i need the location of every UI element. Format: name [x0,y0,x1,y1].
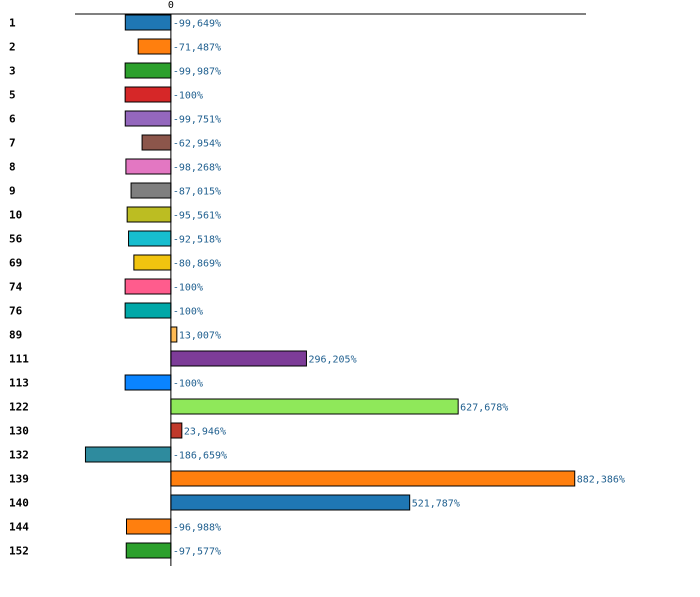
category-label: 9 [9,185,16,198]
value-label: 521,787% [412,499,460,510]
bar [141,134,172,151]
bar [128,230,172,247]
bar [125,158,172,175]
value-label: -100% [173,91,203,102]
value-label: -97,577% [173,547,221,558]
category-label: 7 [9,137,16,150]
category-label: 56 [9,233,23,246]
category-label: 10 [9,209,22,222]
value-label: 627,678% [460,403,508,414]
bar [170,398,459,415]
bar [170,326,178,343]
bar [125,518,172,535]
value-label: -96,988% [173,523,221,534]
category-label: 74 [9,281,23,294]
value-label: 882,386% [577,475,625,486]
bar [170,350,307,367]
bar [124,62,172,79]
value-label: -186,659% [173,451,227,462]
category-label: 6 [9,113,16,126]
bars-group: 1 -99,649% 2 -71,487% 3 -99,987% 5 -100% 6 -99,75… [9,14,625,559]
value-label: -95,561% [173,211,221,222]
bar [124,110,172,127]
category-label: 69 [9,257,22,270]
value-label: -62,954% [173,139,221,150]
category-label: 1 [9,17,16,30]
category-label: 132 [9,449,29,462]
bar [124,278,172,295]
bar [124,374,172,391]
value-label: -71,487% [173,43,221,54]
bar [124,86,172,103]
bar [133,254,172,271]
bar [124,14,172,31]
zero-tick-label: 0 [168,0,174,11]
category-label: 140 [9,497,29,510]
value-label: 23,946% [184,427,226,438]
category-label: 130 [9,425,29,438]
bar [170,470,576,487]
bar [137,38,172,55]
category-label: 76 [9,305,23,318]
category-label: 8 [9,161,16,174]
bar [170,422,183,439]
value-label: -87,015% [173,187,221,198]
bar [124,302,172,319]
category-label: 111 [9,353,29,366]
bar [125,542,172,559]
value-label: -100% [173,379,203,390]
value-label: -99,649% [173,19,221,30]
bar [170,494,411,511]
category-label: 139 [9,473,29,486]
bar [84,446,172,463]
category-label: 5 [9,89,16,102]
category-label: 89 [9,329,22,342]
bar [130,182,172,199]
category-label: 3 [9,65,16,78]
bar [126,206,172,223]
category-label: 2 [9,41,16,54]
value-label: -92,518% [173,235,221,246]
category-label: 113 [9,377,29,390]
value-label: -80,869% [173,259,221,270]
value-label: 13,007% [179,331,221,342]
value-label: -99,751% [173,115,221,126]
category-label: 152 [9,545,29,558]
value-label: -100% [173,307,203,318]
category-label: 122 [9,401,29,414]
value-label: -98,268% [173,163,221,174]
value-label: -99,987% [173,67,221,78]
value-label: -100% [173,283,203,294]
value-label: 296,205% [308,355,356,366]
category-label: 144 [9,521,29,534]
